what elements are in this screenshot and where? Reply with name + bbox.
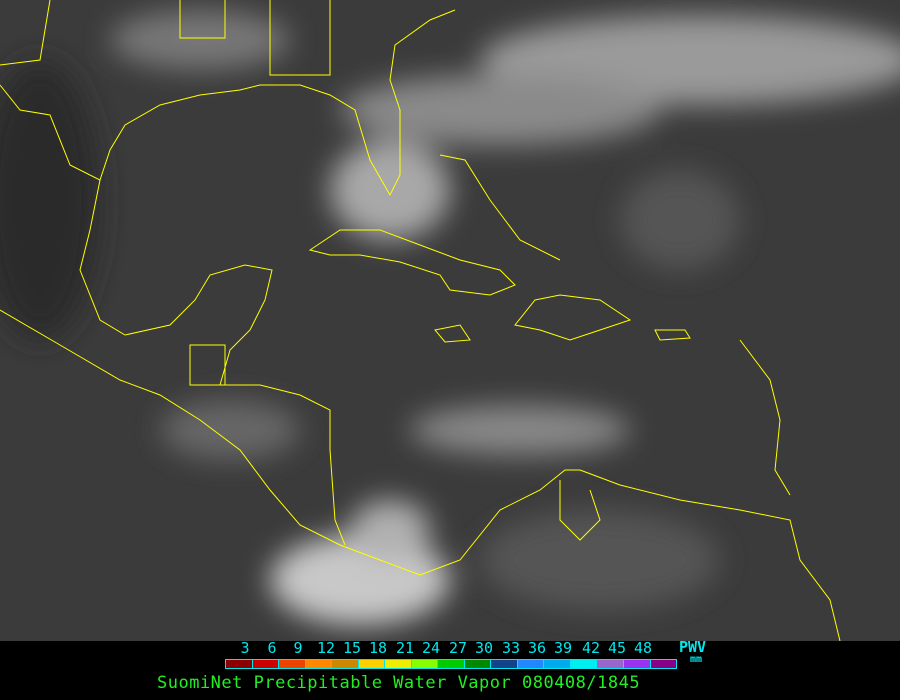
legend-tick: 30	[474, 639, 494, 657]
legend-tick: 3	[240, 639, 250, 657]
legend-tick: 24	[421, 639, 441, 657]
legend-tick: 6	[267, 639, 277, 657]
color-scale-swatch	[491, 660, 518, 668]
color-scale-swatch	[438, 660, 465, 668]
pwv-legend: 3 6 9 12 15 18 21 24 27 30 33 36 39 42 4…	[0, 638, 900, 700]
legend-tick: 18	[368, 639, 388, 657]
color-scale-swatch	[650, 660, 677, 668]
color-scale-swatch	[544, 660, 571, 668]
color-scale-swatch	[252, 660, 280, 668]
legend-tick: 21	[395, 639, 415, 657]
legend-tick: 42	[581, 639, 601, 657]
color-scale-swatch	[305, 660, 333, 668]
color-scale-swatch	[464, 660, 492, 668]
satellite-image	[0, 0, 900, 641]
color-scale-swatch	[597, 660, 624, 668]
legend-tick: 9	[293, 639, 303, 657]
color-scale-swatch	[279, 660, 306, 668]
color-scale-swatch	[226, 660, 253, 668]
cloud-cover	[0, 10, 900, 625]
color-scale-swatch	[358, 660, 386, 668]
color-scale-swatch	[411, 660, 439, 668]
legend-tick: 12	[316, 639, 336, 657]
legend-unit-label: PWV	[679, 638, 707, 656]
legend-tick: 48	[633, 639, 653, 657]
legend-tick: 27	[448, 639, 468, 657]
coastlines	[0, 0, 841, 641]
color-scale-swatch	[623, 660, 651, 668]
legend-unit: mm	[690, 654, 703, 665]
legend-tick: 36	[527, 639, 547, 657]
color-scale-bar	[225, 659, 677, 669]
color-scale-swatch	[517, 660, 545, 668]
legend-tick: 39	[553, 639, 573, 657]
legend-tick: 45	[607, 639, 627, 657]
legend-tick: 33	[501, 639, 521, 657]
legend-tick: 15	[342, 639, 362, 657]
image-title: SuomiNet Precipitable Water Vapor 080408…	[157, 673, 641, 693]
color-scale-swatch	[385, 660, 412, 668]
color-scale-swatch	[570, 660, 598, 668]
color-scale-swatch	[332, 660, 359, 668]
